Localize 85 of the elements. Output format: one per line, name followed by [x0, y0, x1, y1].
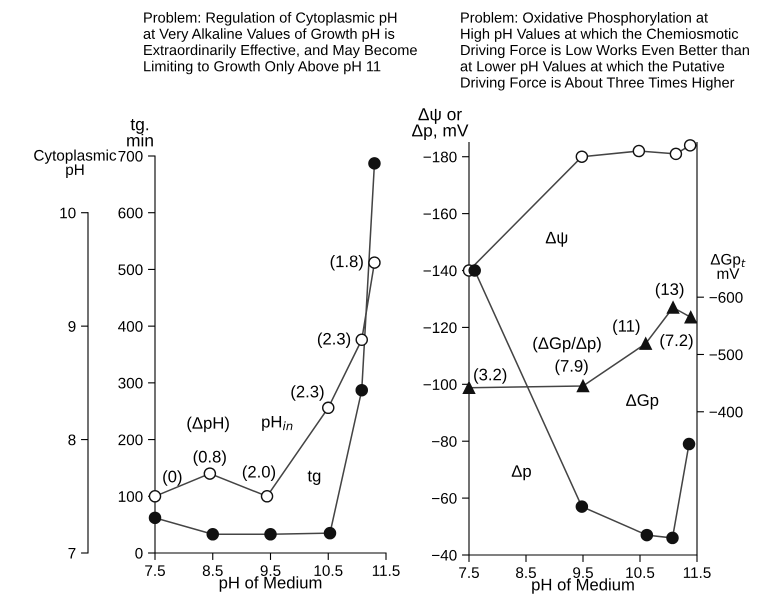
point: [462, 381, 476, 394]
point: [640, 528, 654, 542]
point: [206, 528, 219, 541]
annotation: Δp: [512, 465, 531, 480]
y-tick-label: −120: [424, 322, 457, 334]
y-tick-label: −40: [432, 550, 457, 561]
point: [324, 526, 336, 540]
point: [670, 148, 682, 160]
y-tick-label: −100: [424, 379, 457, 390]
point: [639, 337, 652, 350]
point: [148, 490, 162, 503]
point: [264, 528, 277, 541]
x-tick-label: 7.5: [459, 567, 479, 578]
y-tick-label: −160: [424, 208, 457, 220]
point: [666, 532, 679, 544]
x-tick-label: 8.5: [516, 567, 536, 578]
x-tick-label: 10.5: [314, 565, 342, 576]
annotation: (0.8): [194, 450, 226, 466]
point: [260, 490, 274, 503]
annotation: (ΔpH): [187, 416, 229, 432]
point: [468, 264, 481, 277]
chart-title: Problem: Oxidative Phosphorylation at High pH Values at which the Chemiosmotic Driving Force is Low Works Even Better than at Lower pH Values at which the Putative Driving Force is About Three Times Higher: [460, 12, 749, 91]
annotation: tg: [308, 470, 320, 485]
point: [368, 256, 381, 269]
point: [576, 150, 588, 163]
annotation: (7.9): [556, 360, 588, 376]
x-tick-label: 10.5: [626, 567, 654, 578]
annotation: (3.2): [474, 368, 506, 384]
y-tick-label: −60: [432, 492, 457, 504]
x-tick-label: 9.5: [573, 567, 593, 578]
y-tick-label: 400: [118, 321, 143, 332]
y2-tick-label: 10: [60, 208, 76, 218]
x-tick-label: 11.5: [684, 567, 711, 578]
y-tick-label: 100: [118, 491, 143, 502]
point: [355, 334, 368, 346]
y-tick-label: 700: [118, 150, 143, 162]
point: [204, 467, 216, 480]
point: [368, 157, 381, 170]
y-tick-label: −140: [424, 265, 457, 276]
y-axis-title: Δψ or Δp, mV: [412, 108, 468, 140]
point: [684, 310, 697, 324]
x-tick-label: 11.5: [372, 565, 400, 576]
y2-tick-label: 8: [68, 434, 76, 446]
point: [666, 301, 680, 314]
y-axis-title: tg. min: [127, 118, 153, 146]
point: [355, 384, 368, 396]
annotation: Δψ: [546, 232, 568, 247]
y-tick-label: 0: [135, 548, 143, 559]
point: [632, 144, 646, 158]
y2-axis-title: Cytoplasmic pH: [34, 150, 116, 178]
point: [576, 380, 590, 392]
point: [576, 500, 588, 513]
y2-axis-title: ΔGp$_{t}$ mV: [710, 254, 746, 279]
y-tick-label: 200: [118, 434, 143, 446]
annotation: (ΔGp/Δp): [533, 336, 601, 352]
x-tick-label: 7.5: [145, 565, 165, 576]
y2-tick-label: −500: [710, 349, 743, 360]
x-tick-label: 9.5: [260, 565, 280, 576]
point: [148, 512, 162, 524]
annotation: (0): [163, 470, 182, 486]
annotation: (2.3): [291, 385, 324, 401]
annotation: pH$_{in}$: [262, 416, 292, 431]
y-tick-label: 600: [118, 208, 143, 218]
chart-title: Problem: Regulation of Cytoplasmic pH at Very Alkaline Values of Growth pH is Extraordinarily Effective, and May Become Limiting to Growth Only Above pH 11: [144, 12, 417, 74]
annotation: (2.0): [242, 465, 276, 481]
annotation: ΔGp: [626, 394, 658, 410]
point: [684, 139, 696, 152]
annotation: (13): [656, 282, 684, 298]
y-tick-label: 500: [118, 264, 143, 276]
annotation: (11): [613, 320, 640, 336]
y2-tick-label: −400: [710, 406, 743, 418]
annotation: (7.2): [660, 334, 693, 350]
point: [682, 438, 696, 450]
y-tick-label: −180: [424, 152, 457, 162]
annotation: (1.8): [330, 255, 363, 271]
annotation: (2.3): [318, 332, 350, 348]
y-tick-label: −80: [432, 436, 457, 447]
y-tick-label: 300: [118, 378, 143, 389]
x-axis-title: pH of Medium: [220, 576, 322, 592]
y2-tick-label: −600: [710, 292, 743, 303]
point: [322, 402, 334, 414]
y2-tick-label: 7: [68, 548, 76, 559]
x-tick-label: 8.5: [202, 565, 223, 576]
x-axis-title: pH of Medium: [532, 578, 634, 594]
y2-tick-label: 9: [68, 321, 76, 332]
